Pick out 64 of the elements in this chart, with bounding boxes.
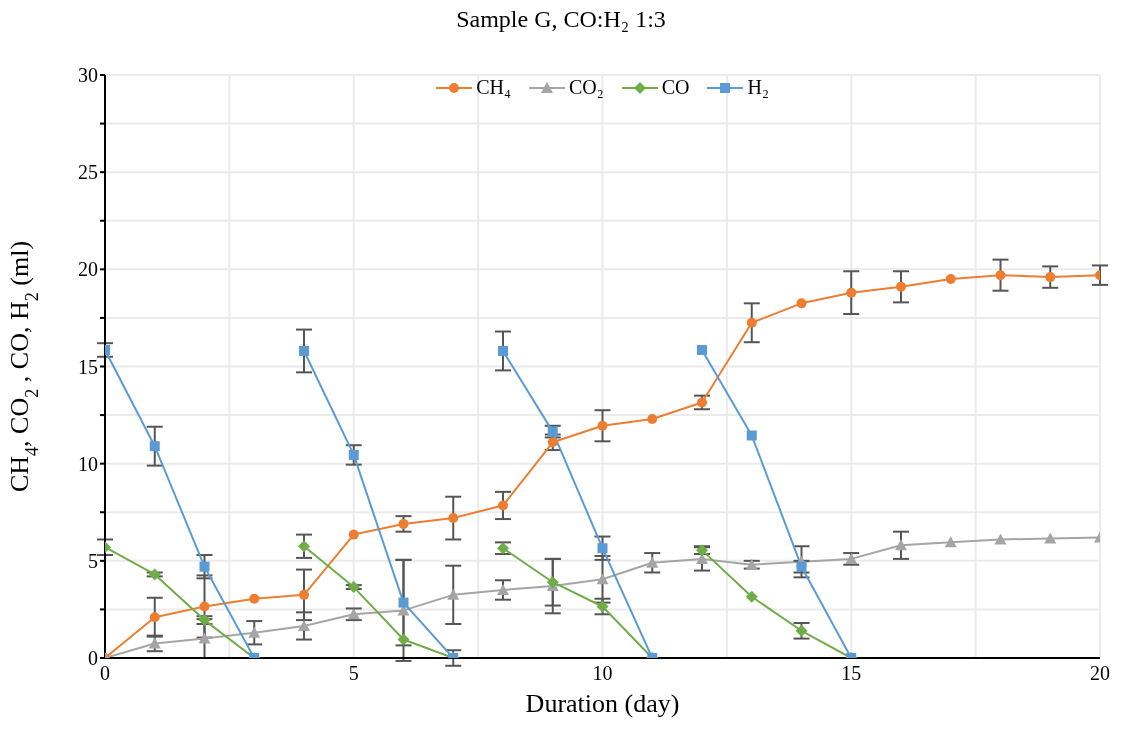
- point: [498, 500, 508, 511]
- point: [697, 344, 707, 355]
- y-tick-label: 0: [88, 647, 98, 670]
- point: [348, 529, 359, 540]
- point: [249, 593, 260, 604]
- x-axis-title: Duration (day): [525, 689, 680, 718]
- point: [398, 518, 409, 529]
- point: [994, 533, 1007, 545]
- point: [547, 437, 558, 448]
- point: [447, 588, 460, 600]
- point: [199, 561, 210, 572]
- point: [298, 540, 310, 553]
- x-tick-label: 10: [592, 662, 613, 685]
- point: [347, 581, 360, 594]
- point: [746, 430, 757, 441]
- point: [448, 513, 459, 524]
- point: [199, 601, 210, 612]
- point: [597, 420, 608, 431]
- point: [398, 597, 409, 608]
- point: [746, 317, 757, 328]
- point: [796, 298, 807, 309]
- point: [995, 270, 1006, 281]
- point: [149, 612, 160, 623]
- point: [148, 637, 161, 649]
- y-tick-label: 5: [88, 549, 98, 572]
- legend-label: CO: [661, 76, 690, 99]
- point: [596, 573, 609, 585]
- chart-title: Sample G, CO:H₂ 1:3: [455, 6, 667, 33]
- point: [299, 589, 309, 600]
- point: [945, 274, 956, 285]
- point: [198, 632, 211, 644]
- point: [646, 556, 659, 568]
- point: [895, 539, 907, 551]
- y-tick-label: 25: [78, 161, 98, 184]
- point: [796, 561, 807, 572]
- point: [896, 281, 906, 292]
- point: [148, 568, 161, 581]
- point: [846, 287, 857, 298]
- y-tick-label: 30: [78, 64, 98, 87]
- point: [647, 413, 658, 424]
- legend-label: CO₂: [568, 76, 604, 99]
- x-tick-label: 20: [1090, 662, 1110, 685]
- point: [546, 576, 559, 589]
- point: [348, 449, 359, 460]
- x-tick-label: 5: [348, 662, 359, 685]
- y-tick-label: 10: [78, 452, 98, 475]
- point: [1044, 532, 1057, 544]
- point: [397, 633, 410, 646]
- y-tick-label: 20: [78, 258, 98, 281]
- point: [1045, 272, 1056, 283]
- x-tick-label: 15: [841, 662, 862, 685]
- y-tick-label: 15: [78, 355, 98, 378]
- point: [149, 441, 160, 452]
- point: [299, 345, 309, 356]
- point: [745, 590, 758, 603]
- point: [697, 397, 707, 408]
- point: [248, 626, 261, 638]
- point: [298, 619, 310, 631]
- point: [597, 543, 608, 554]
- point: [944, 536, 957, 548]
- legend-label: CH₄: [476, 76, 511, 99]
- point: [497, 583, 509, 595]
- legend-label: H₂: [747, 76, 769, 99]
- point: [498, 345, 508, 356]
